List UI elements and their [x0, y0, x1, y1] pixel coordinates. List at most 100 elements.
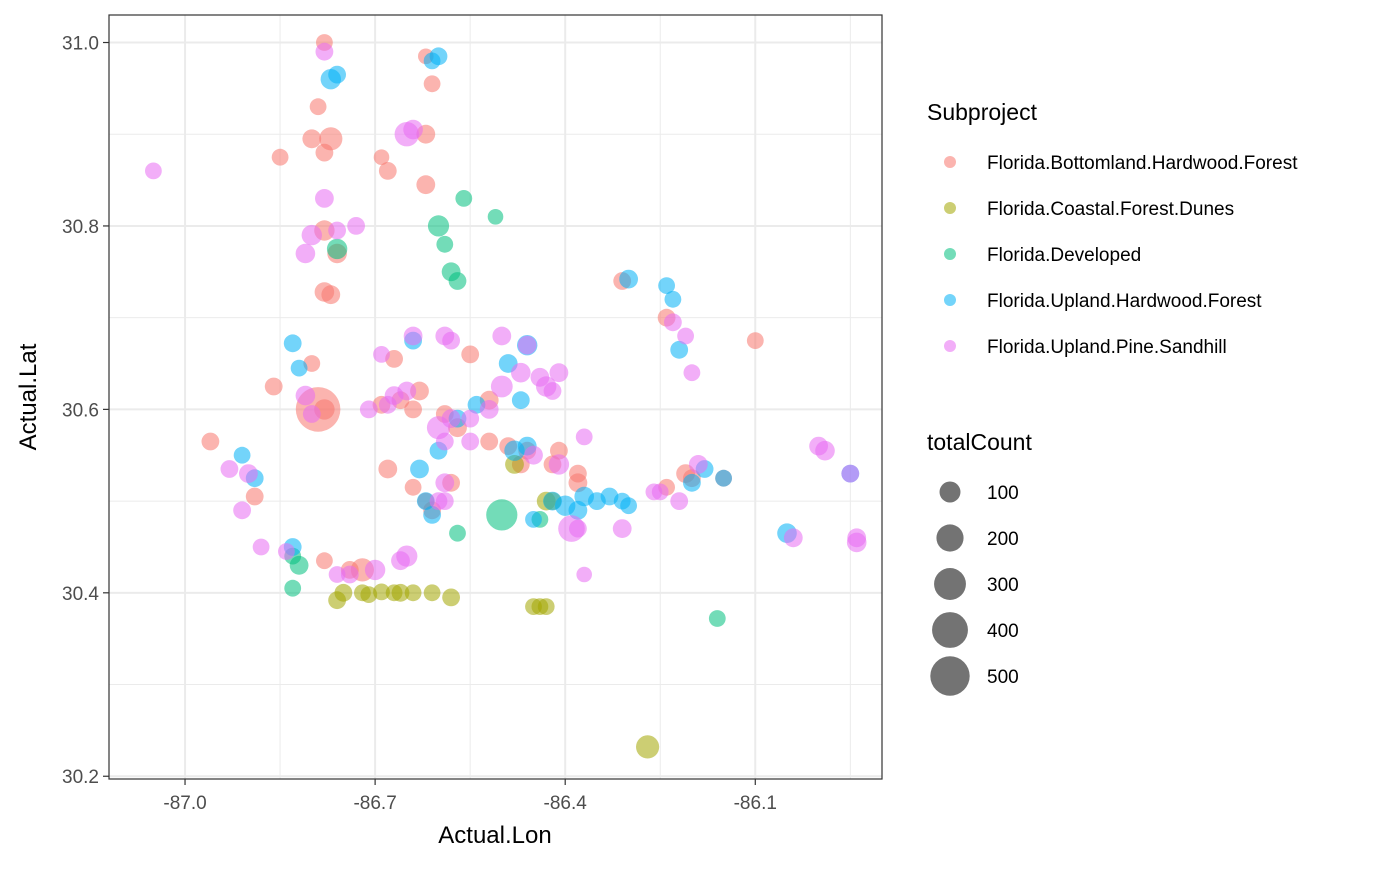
data-point	[612, 519, 632, 538]
data-point	[683, 364, 701, 382]
size-key-3	[934, 568, 966, 600]
data-point	[315, 143, 334, 162]
data-point	[404, 478, 422, 496]
data-point	[480, 432, 499, 451]
data-point	[239, 464, 258, 483]
data-point	[271, 148, 289, 166]
data-point	[569, 464, 587, 483]
y-axis-ticks: 30.2 30.4 30.6 30.8 31.0	[62, 34, 109, 788]
data-point	[295, 385, 316, 406]
data-points	[145, 34, 867, 759]
data-point	[315, 189, 334, 208]
data-point	[321, 285, 341, 305]
y-tick-label: 31.0	[62, 34, 99, 55]
data-point	[435, 492, 454, 510]
data-point	[145, 162, 162, 180]
y-tick-label: 30.6	[62, 400, 99, 421]
y-tick-label: 30.8	[62, 217, 99, 238]
data-point	[537, 598, 555, 615]
data-point	[423, 506, 441, 524]
data-point	[364, 559, 386, 581]
x-axis-ticks: -87.0 -86.7 -86.4 -86.1	[163, 779, 777, 814]
data-point	[233, 446, 251, 464]
color-legend: Subproject Florida.Bottomland.Hardwood.F…	[927, 99, 1298, 358]
data-point	[461, 345, 480, 364]
data-point	[455, 190, 473, 207]
data-point	[309, 98, 327, 116]
data-point	[549, 363, 569, 383]
data-point	[530, 367, 550, 387]
data-point	[442, 331, 460, 350]
data-point	[378, 162, 397, 180]
data-point	[303, 355, 321, 372]
data-point	[670, 492, 689, 510]
color-legend-items: Florida.Bottomland.Hardwood.Forest Florid…	[944, 153, 1298, 358]
x-tick-label: -86.1	[734, 793, 777, 814]
x-axis-title: Actual.Lon	[438, 822, 551, 849]
data-point	[525, 511, 542, 528]
data-point	[636, 735, 660, 759]
size-label-4: 400	[987, 621, 1019, 642]
data-point	[302, 129, 322, 149]
legend-label-2: Florida.Coastal.Forest.Dunes	[987, 199, 1234, 220]
y-axis-title: Actual.Lat	[15, 343, 42, 450]
legend-key-5	[944, 340, 956, 352]
data-point	[511, 391, 530, 410]
data-point	[373, 346, 390, 363]
data-point	[416, 175, 436, 195]
x-tick-label: -86.4	[544, 793, 588, 814]
data-point	[264, 377, 283, 396]
data-point	[403, 326, 423, 346]
data-point	[301, 224, 322, 246]
data-point	[576, 566, 592, 583]
y-tick-label: 30.2	[62, 767, 99, 788]
size-label-2: 200	[987, 529, 1019, 550]
data-point	[373, 583, 390, 601]
size-label-1: 100	[987, 483, 1019, 504]
legend-label-3: Florida.Developed	[987, 245, 1141, 266]
data-point	[340, 565, 359, 584]
data-point	[359, 400, 378, 419]
data-point	[448, 272, 467, 290]
data-point	[278, 543, 295, 560]
data-point	[543, 382, 562, 400]
data-point	[783, 528, 803, 548]
data-point	[252, 538, 270, 556]
data-point	[517, 335, 537, 355]
data-point	[619, 269, 638, 289]
size-legend-title: totalCount	[927, 429, 1032, 455]
data-point	[404, 584, 422, 602]
data-point	[746, 332, 764, 349]
data-point	[334, 583, 353, 602]
data-point	[664, 313, 682, 332]
size-key-1	[939, 481, 961, 503]
data-point	[328, 566, 346, 583]
data-point	[841, 464, 860, 483]
data-point	[403, 119, 423, 140]
data-point	[645, 483, 663, 501]
data-point	[664, 290, 682, 308]
data-point	[220, 460, 239, 478]
x-tick-label: -86.7	[353, 793, 396, 814]
data-point	[423, 584, 441, 602]
legend-label-4: Florida.Upland.Hardwood.Forest	[987, 291, 1262, 312]
data-point	[550, 441, 568, 460]
data-point	[670, 340, 689, 359]
data-point	[569, 519, 587, 538]
data-point	[427, 215, 450, 237]
data-point	[233, 501, 252, 520]
data-point	[404, 400, 422, 419]
data-point	[461, 432, 480, 451]
data-point	[284, 579, 302, 597]
data-point	[436, 235, 454, 253]
data-point	[416, 492, 435, 510]
size-legend: totalCount 100 200 300 400 500	[927, 429, 1032, 696]
data-point	[677, 327, 694, 345]
data-point	[316, 552, 333, 570]
y-tick-label: 30.4	[62, 584, 99, 605]
data-point	[683, 473, 701, 492]
x-tick-label: -87.0	[163, 793, 206, 814]
data-point	[435, 473, 455, 493]
data-point	[708, 610, 726, 627]
